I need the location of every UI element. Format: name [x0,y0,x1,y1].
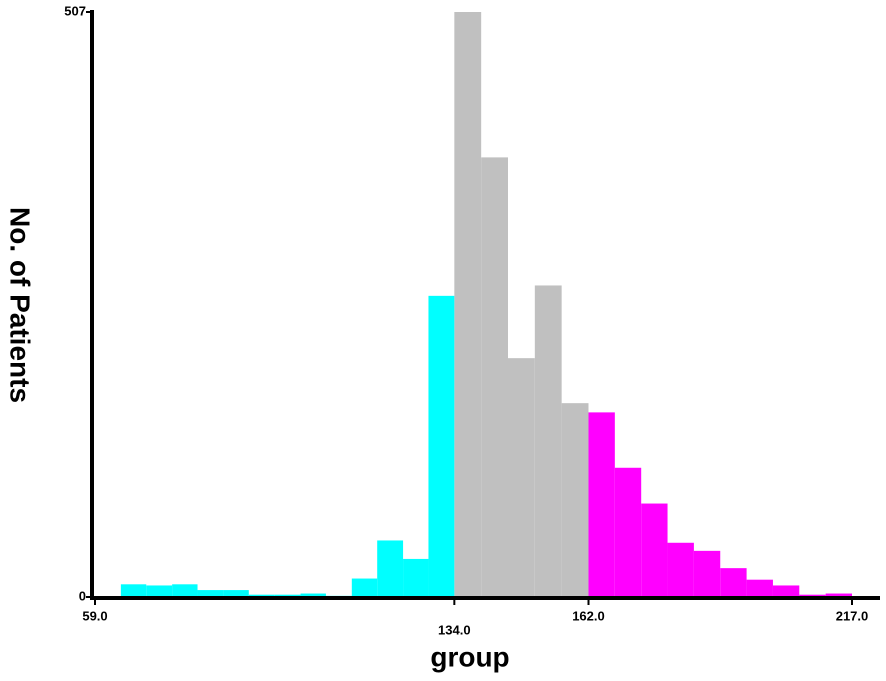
bar [146,585,173,597]
bar [534,285,562,597]
bar [507,358,535,597]
bar [772,585,800,597]
bar [481,157,508,597]
bar [720,568,747,597]
bar [588,412,615,597]
bar [641,503,668,597]
bar [428,295,455,597]
bar [403,558,429,597]
bar [300,593,326,597]
bar [799,594,826,597]
x-tick-label: 59.0 [82,608,107,623]
y-tick-label: 507 [64,3,86,18]
x-tick-label: 217.0 [836,608,869,623]
bar [693,550,721,597]
bar [667,542,694,597]
bar [172,584,198,597]
bar [825,593,852,597]
bar [274,594,301,597]
bar [746,579,773,597]
bar [197,590,224,597]
bar [351,578,378,597]
bar [454,12,482,597]
bar [248,594,275,597]
bar [561,403,589,597]
bar [377,540,404,597]
x-tick-label: 162.0 [572,608,605,623]
bar [223,590,249,597]
bar [120,584,147,597]
y-tick-label: 0 [79,588,86,603]
y-axis-title: No. of Patients [5,207,36,403]
bar [614,467,642,597]
x-tick-label: 134.0 [438,622,471,637]
x-axis-title: group [430,641,509,672]
